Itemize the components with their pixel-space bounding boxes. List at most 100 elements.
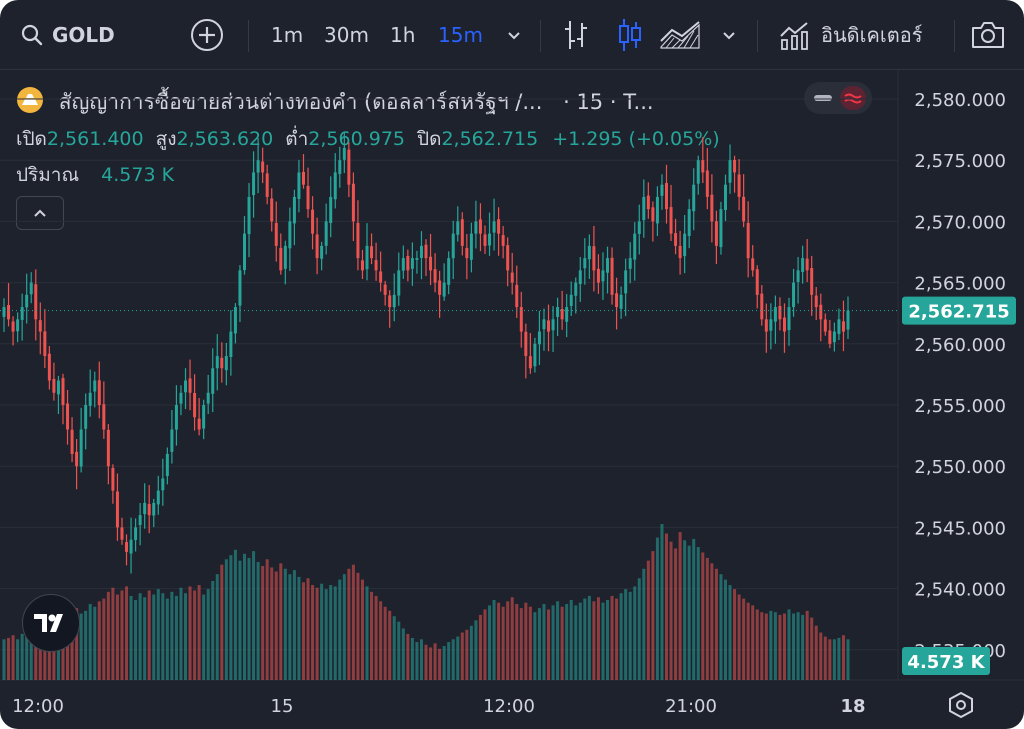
volume-bar — [93, 606, 97, 680]
volume-bar — [456, 636, 460, 680]
volume-bar — [111, 587, 115, 680]
high-value: 2,563.620 — [176, 128, 274, 150]
volume-bar — [583, 598, 587, 680]
search-icon — [21, 24, 43, 46]
interval-1h[interactable]: 1h — [390, 0, 415, 70]
volume-bar — [624, 589, 628, 680]
candle-body — [106, 429, 110, 467]
indicators-button[interactable]: อินดิเคเตอร์ — [779, 0, 922, 70]
volume-bar — [84, 610, 88, 680]
candle-body — [755, 269, 759, 295]
interval-1h-label: 1h — [390, 23, 416, 47]
volume-bar — [805, 610, 809, 680]
volume-bar — [537, 608, 541, 680]
last-price-label: 2,562.715 — [908, 302, 1009, 323]
time-axis-label: 21:00 — [665, 696, 717, 717]
price-axis-label: 2,575.000 — [914, 151, 1006, 172]
volume-bar — [424, 644, 428, 680]
minus-icon — [814, 95, 832, 101]
candle-body — [43, 331, 47, 357]
interval-15m[interactable]: 15m — [438, 0, 483, 70]
price-axis-label: 2,580.000 — [914, 90, 1006, 111]
candle-body — [714, 221, 718, 246]
interval-1m[interactable]: 1m — [271, 0, 303, 70]
candle-body — [397, 270, 401, 296]
volume-bar — [696, 547, 700, 680]
candle-body — [501, 235, 505, 246]
candle-body — [705, 170, 709, 197]
area-style-button[interactable] — [660, 0, 700, 70]
volume-bar — [106, 591, 110, 680]
volume-bar — [152, 594, 156, 680]
candle-body — [143, 502, 147, 515]
indicators-icon — [780, 22, 808, 50]
volume-bar — [20, 633, 24, 680]
candle-style-button[interactable] — [616, 0, 644, 70]
candle-body — [165, 453, 169, 477]
collapse-legend-button[interactable] — [16, 196, 64, 230]
candle-body — [569, 294, 573, 306]
candle-body — [315, 234, 319, 259]
candle-body — [424, 244, 428, 259]
candle-body — [379, 271, 383, 283]
interval-dropdown[interactable] — [505, 0, 523, 70]
interval-30m[interactable]: 30m — [324, 0, 369, 70]
volume-bar — [301, 582, 305, 680]
candle-body — [29, 282, 33, 295]
volume-bar — [193, 590, 197, 680]
style-dropdown[interactable] — [720, 0, 738, 70]
symbol-search-button[interactable]: GOLD — [20, 0, 115, 70]
candle-body — [601, 270, 605, 282]
volume-bar — [642, 568, 646, 680]
tradingview-logo[interactable] — [22, 594, 80, 652]
volume-bar — [615, 598, 619, 680]
interval-30m-label: 30m — [324, 23, 369, 47]
screenshot-button[interactable] — [970, 0, 1006, 70]
volume-bar — [292, 570, 296, 680]
candle-body — [301, 171, 305, 185]
volume-bar — [265, 559, 269, 680]
volume-bar — [828, 639, 832, 680]
settings-button[interactable] — [946, 690, 976, 720]
candle-body — [238, 270, 242, 306]
volume-bar — [542, 604, 546, 680]
candle-body — [261, 161, 265, 173]
candle-body — [229, 331, 233, 358]
candle-body — [220, 357, 224, 369]
volume-bar — [814, 625, 818, 680]
candle-body — [655, 196, 659, 224]
candle-body — [147, 503, 151, 516]
low-value: 2,560.975 — [308, 128, 405, 150]
candle-body — [832, 331, 836, 343]
candle-body — [778, 305, 782, 320]
candle-body — [687, 209, 691, 237]
candle-body — [819, 304, 823, 320]
volume-bar — [519, 608, 523, 680]
bar-style-button[interactable] — [562, 0, 590, 70]
candle-body — [320, 245, 324, 259]
candle-body — [2, 307, 6, 317]
candle-body — [696, 160, 700, 184]
volume-bar — [801, 614, 805, 680]
volume-bar — [710, 563, 714, 680]
symbol-legend-title[interactable]: สัญญาการซื้อขายส่วนต่างทองคำ (ดอลลาร์สหร… — [16, 86, 654, 119]
candle-body — [179, 392, 183, 404]
add-compare-button[interactable] — [190, 0, 224, 70]
last-price-badge — [902, 296, 1016, 325]
volume-bar — [683, 540, 687, 680]
volume-bar — [737, 594, 741, 680]
candle-body — [751, 258, 755, 271]
volume-bar — [478, 614, 482, 680]
volume-bar — [837, 637, 841, 680]
candle-body — [134, 527, 138, 541]
volume-bar — [410, 637, 414, 680]
tv-logo-icon — [34, 614, 63, 632]
volume-bar — [528, 606, 532, 680]
volume-bar — [252, 551, 256, 680]
volume-bar — [397, 621, 401, 680]
time-axis-label: 12:00 — [483, 696, 535, 717]
camera-icon — [972, 22, 1004, 48]
volume-bar — [733, 589, 737, 680]
volume-bar — [474, 620, 478, 680]
visibility-toggle[interactable] — [804, 82, 872, 114]
